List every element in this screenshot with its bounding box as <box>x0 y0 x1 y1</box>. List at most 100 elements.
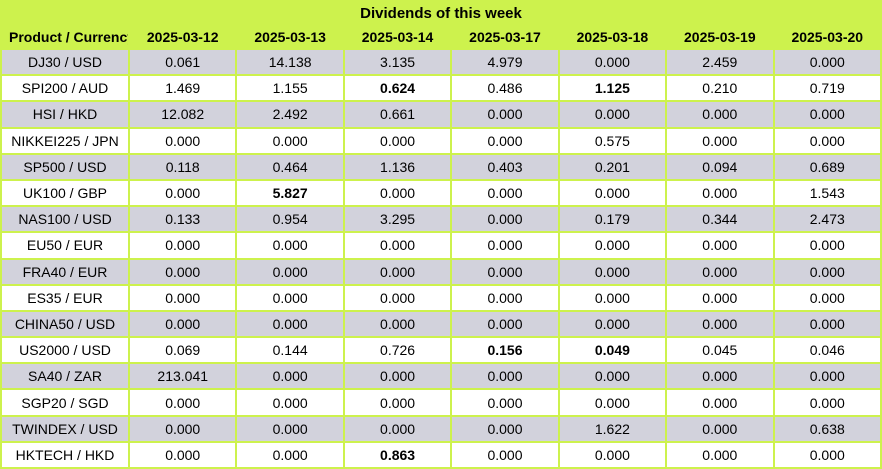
dividend-cell: 0.000 <box>450 388 560 417</box>
dividend-cell: 0.000 <box>342 257 453 286</box>
dividend-cell: 0.069 <box>127 336 238 365</box>
dividend-cell: 0.000 <box>557 362 668 391</box>
title-row: Dividends of this week <box>0 0 882 25</box>
dividend-cell: 5.827 <box>235 178 345 208</box>
table-row: FRA40 / EUR 0.000 0.000 0.000 0.000 0.000 0.00… <box>0 257 882 286</box>
dividend-cell: 0.000 <box>665 178 775 208</box>
dividend-cell: 213.041 <box>127 362 238 391</box>
product-cell: SA40 / ZAR <box>0 362 130 391</box>
dividend-cell: 0.000 <box>665 440 775 469</box>
dividend-cell: 4.979 <box>450 47 560 77</box>
product-cell: ES35 / EUR <box>0 283 130 312</box>
dividend-cell: 0.000 <box>772 231 882 260</box>
dividend-cell: 0.486 <box>450 74 560 103</box>
dividend-cell: 0.000 <box>772 283 882 312</box>
product-cell: DJ30 / USD <box>0 47 130 77</box>
dividend-cell: 0.000 <box>127 178 238 208</box>
dividend-cell: 0.000 <box>235 414 345 443</box>
dividend-cell: 0.575 <box>557 126 668 155</box>
dividend-cell: 0.000 <box>342 178 453 208</box>
table-row: UK100 / GBP 0.000 5.827 0.000 0.000 0.000 0.00… <box>0 178 882 208</box>
product-cell: FRA40 / EUR <box>0 257 130 286</box>
dividend-cell: 1.469 <box>127 74 238 103</box>
dividend-cell: 0.000 <box>772 100 882 129</box>
dividend-cell: 0.000 <box>127 388 238 417</box>
dividend-cell: 0.156 <box>450 336 560 365</box>
product-cell: TWINDEX / USD <box>0 414 130 443</box>
dividend-cell: 0.661 <box>342 100 453 129</box>
dividend-cell: 0.000 <box>450 414 560 443</box>
dividend-cell: 0.000 <box>665 283 775 312</box>
dividend-cell: 1.543 <box>772 178 882 208</box>
date-header: 2025-03-18 <box>557 24 668 50</box>
table-row: EU50 / EUR 0.000 0.000 0.000 0.000 0.000 0.000… <box>0 231 882 260</box>
dividend-cell: 2.473 <box>772 205 882 234</box>
dividend-cell: 0.000 <box>127 231 238 260</box>
dividend-cell: 0.000 <box>665 414 775 443</box>
dividend-cell: 0.000 <box>772 126 882 155</box>
dividend-cell: 0.000 <box>342 283 453 312</box>
dividend-cell: 0.000 <box>450 126 560 155</box>
dividend-cell: 0.000 <box>772 362 882 391</box>
table-row: NAS100 / USD 0.133 0.954 3.295 0.000 0.179 0.3… <box>0 205 882 234</box>
dividend-cell: 0.000 <box>127 309 238 339</box>
dividend-cell: 0.000 <box>342 231 453 260</box>
dividend-cell: 0.000 <box>665 126 775 155</box>
dividend-cell: 0.201 <box>557 152 668 181</box>
dividend-cell: 0.000 <box>450 257 560 286</box>
dividend-cell: 0.000 <box>665 309 775 339</box>
dividend-cell: 0.144 <box>235 336 345 365</box>
dividend-cell: 0.000 <box>450 231 560 260</box>
dividend-cell: 2.459 <box>665 47 775 77</box>
dividend-cell: 0.624 <box>342 74 453 103</box>
dividend-cell: 0.719 <box>772 74 882 103</box>
product-currency-header: Product / Currency <box>0 24 130 50</box>
dividend-cell: 0.000 <box>342 126 453 155</box>
dividend-cell: 2.492 <box>235 100 345 129</box>
table-row: TWINDEX / USD 0.000 0.000 0.000 0.000 1.622 0.… <box>0 414 882 443</box>
column-header-row: Product / Currency 2025-03-12 2025-03-13 2… <box>0 24 882 50</box>
dividend-cell: 0.000 <box>235 362 345 391</box>
dividend-cell: 0.689 <box>772 152 882 181</box>
dividend-cell: 0.000 <box>772 47 882 77</box>
product-cell: HSI / HKD <box>0 100 130 129</box>
table-row: HKTECH / HKD 0.000 0.000 0.863 0.000 0.000 0.0… <box>0 440 882 469</box>
table-row: SGP20 / SGD 0.000 0.000 0.000 0.000 0.000 0.00… <box>0 388 882 417</box>
table-row: US2000 / USD 0.069 0.144 0.726 0.156 0.049 0.0… <box>0 336 882 365</box>
dividend-cell: 0.000 <box>235 257 345 286</box>
date-header: 2025-03-17 <box>450 24 560 50</box>
dividend-cell: 0.000 <box>450 100 560 129</box>
dividend-cell: 0.344 <box>665 205 775 234</box>
dividend-cell: 0.000 <box>450 362 560 391</box>
table-row: ES35 / EUR 0.000 0.000 0.000 0.000 0.000 0.000… <box>0 283 882 312</box>
product-cell: SPI200 / AUD <box>0 74 130 103</box>
table-row: CHINA50 / USD 0.000 0.000 0.000 0.000 0.000 0.… <box>0 309 882 339</box>
dividend-cell: 0.118 <box>127 152 238 181</box>
dividend-cell: 0.000 <box>235 231 345 260</box>
dividend-cell: 0.000 <box>772 440 882 469</box>
dividend-cell: 0.000 <box>557 388 668 417</box>
dividend-cell: 0.000 <box>557 47 668 77</box>
dividend-cell: 0.000 <box>235 283 345 312</box>
product-cell: US2000 / USD <box>0 336 130 365</box>
dividend-cell: 0.000 <box>665 100 775 129</box>
dividend-cell: 0.000 <box>342 414 453 443</box>
dividend-cell: 0.000 <box>342 309 453 339</box>
table-body: DJ30 / USD 0.061 14.138 3.135 4.979 0.000 2.45… <box>0 47 882 469</box>
table-row: SPI200 / AUD 1.469 1.155 0.624 0.486 1.125 0.2… <box>0 74 882 103</box>
dividend-cell: 0.000 <box>235 126 345 155</box>
product-cell: SGP20 / SGD <box>0 388 130 417</box>
dividend-cell: 0.000 <box>450 440 560 469</box>
dividend-cell: 0.000 <box>665 388 775 417</box>
dividend-cell: 0.403 <box>450 152 560 181</box>
dividend-cell: 0.000 <box>557 231 668 260</box>
dividend-cell: 0.863 <box>342 440 453 469</box>
dividend-cell: 3.135 <box>342 47 453 77</box>
dividend-cell: 0.045 <box>665 336 775 365</box>
dividend-cell: 0.046 <box>772 336 882 365</box>
table-row: DJ30 / USD 0.061 14.138 3.135 4.979 0.000 2.45… <box>0 47 882 77</box>
dividend-cell: 0.464 <box>235 152 345 181</box>
dividend-cell: 0.000 <box>557 283 668 312</box>
